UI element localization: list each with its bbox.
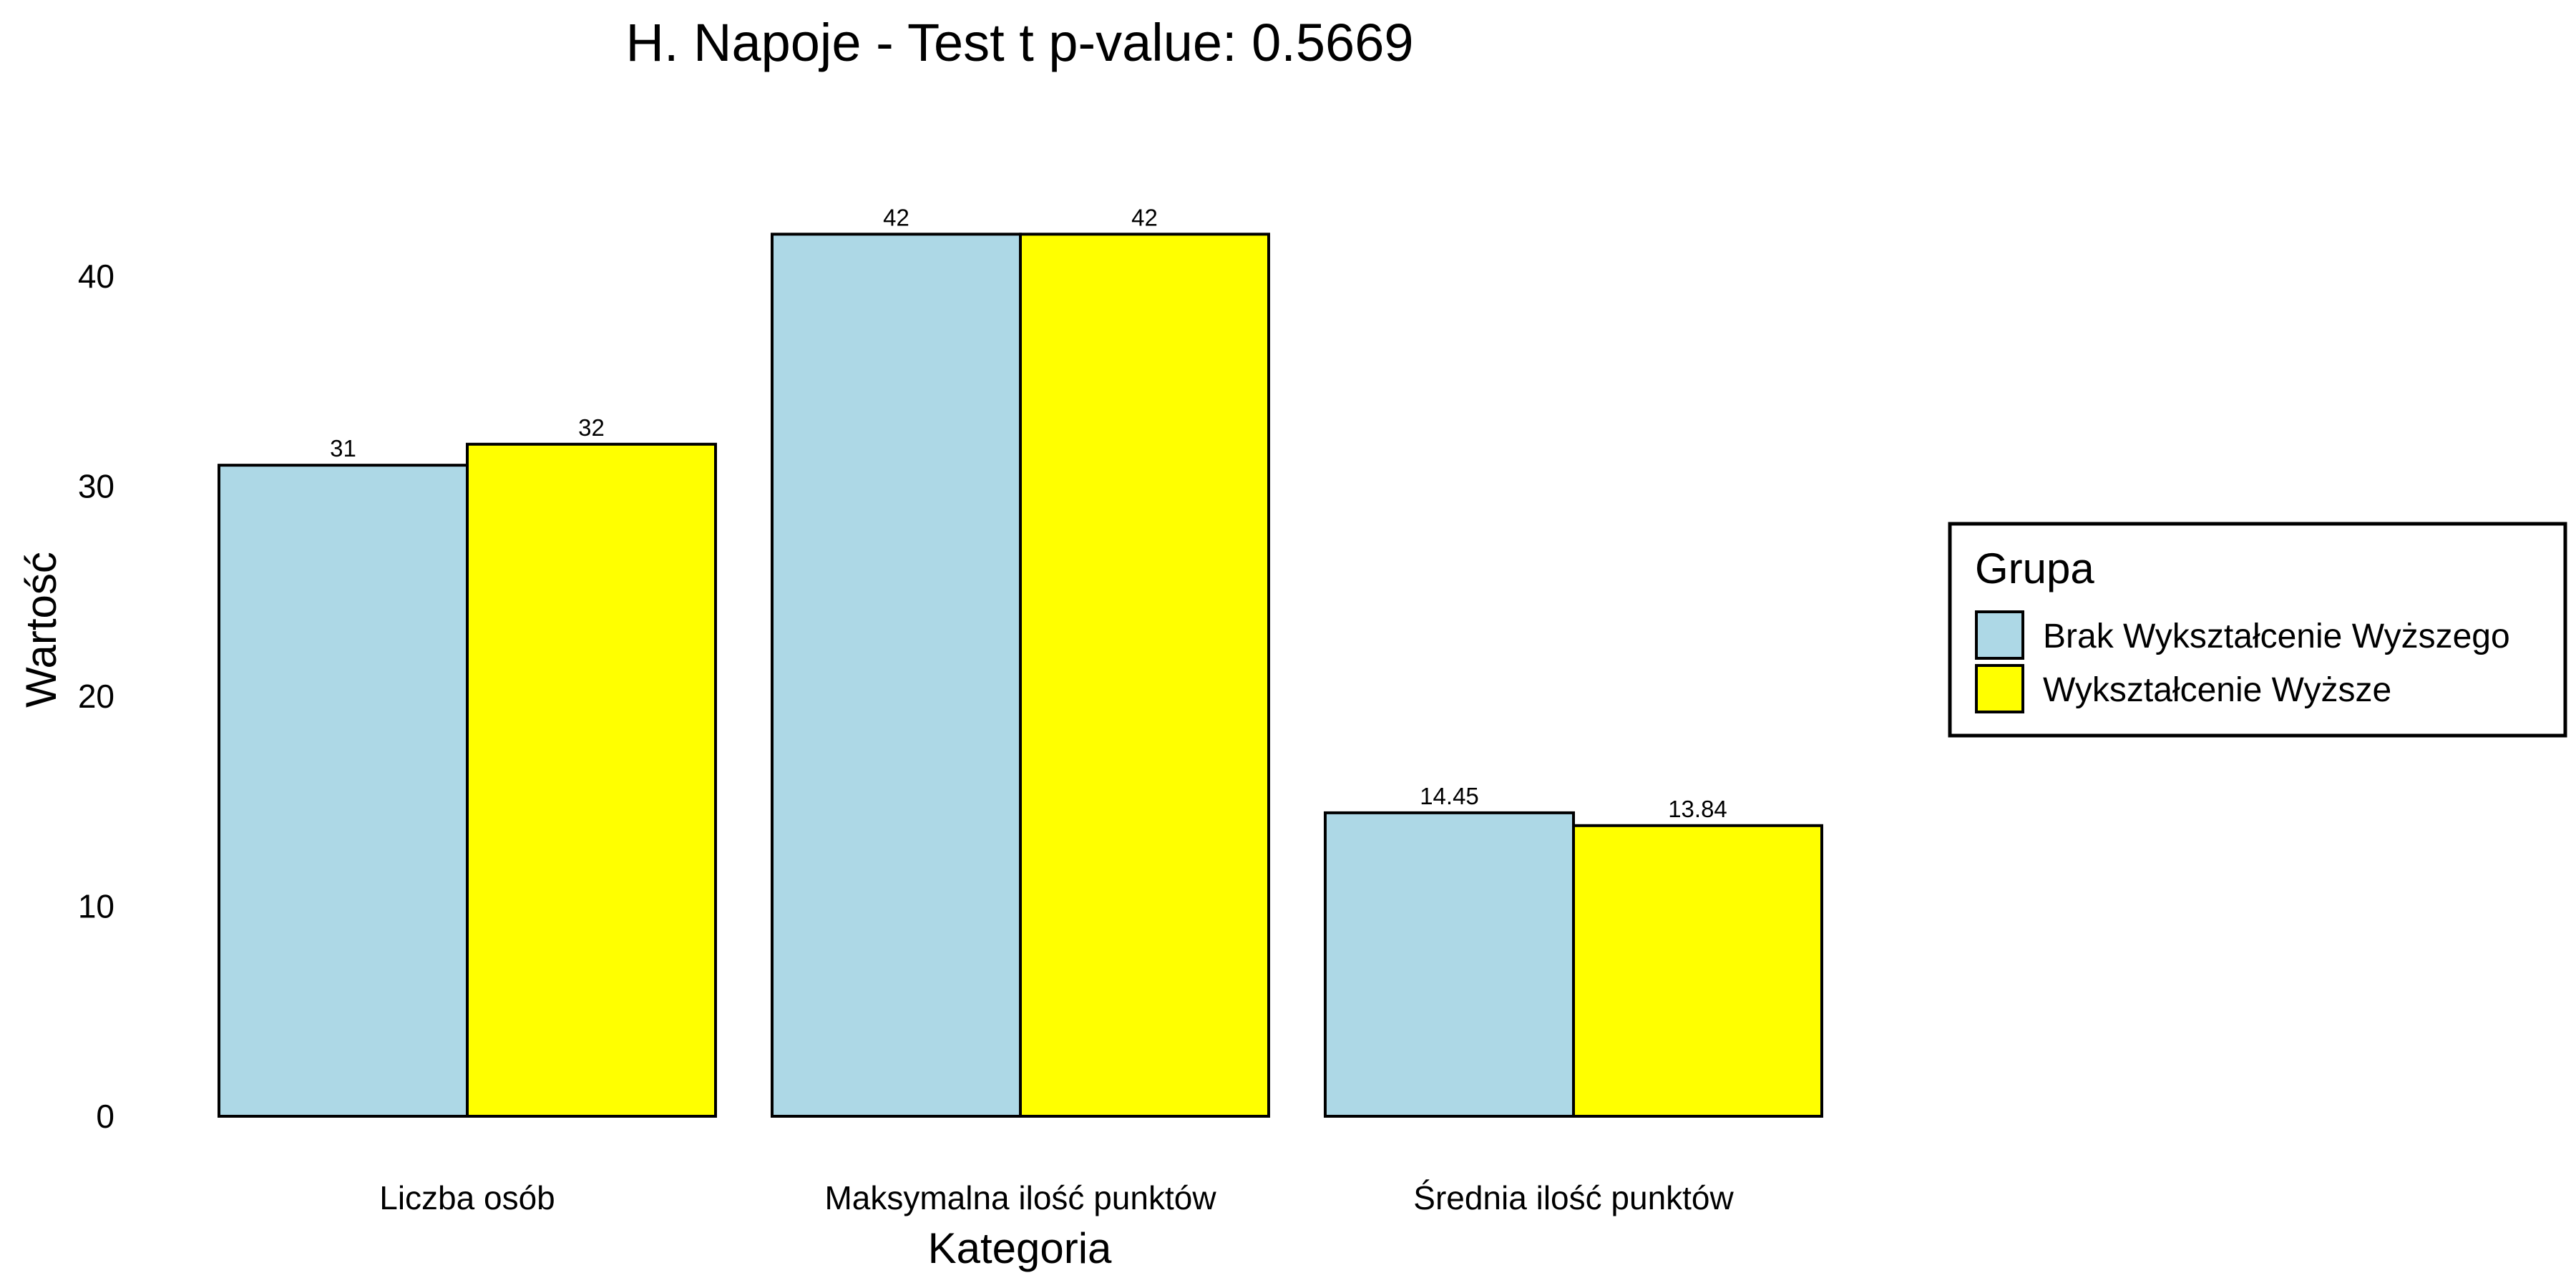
- data-label: 31: [330, 435, 356, 462]
- data-labels-group: 31 32 42 42 14.45 13.84: [330, 204, 1727, 821]
- bar: [771, 233, 1022, 1118]
- legend-label: Wykształcenie Wyższe: [2043, 671, 2391, 709]
- data-label: 42: [1131, 204, 1158, 230]
- y-axis-title: Wartość: [17, 552, 65, 708]
- legend-swatch: [1975, 610, 2024, 660]
- bar: [1572, 824, 1823, 1118]
- legend-title: Grupa: [1975, 545, 2094, 592]
- legend: Grupa Brak Wykształcenie Wyższego Wykszta…: [1948, 522, 2567, 738]
- legend-label: Brak Wykształcenie Wyższego: [2043, 618, 2510, 655]
- x-tick-label: Maksymalna ilość punktów: [824, 1179, 1216, 1216]
- x-axis-ticks: Liczba osób Maksymalna ilość punktów Średn…: [379, 1179, 1734, 1216]
- data-label: 32: [578, 414, 605, 441]
- legend-box: [1948, 522, 2567, 738]
- bar: [1019, 233, 1270, 1118]
- data-label: 42: [883, 204, 909, 230]
- y-tick-label: 20: [78, 678, 114, 715]
- x-axis-title: Kategoria: [928, 1224, 1112, 1272]
- data-label: 13.84: [1668, 796, 1727, 822]
- data-label: 14.45: [1420, 783, 1479, 809]
- y-tick-label: 0: [96, 1098, 114, 1135]
- y-tick-label: 40: [78, 258, 114, 295]
- x-tick-label: Liczba osób: [379, 1179, 555, 1216]
- bars-group: [218, 233, 1823, 1118]
- y-tick-label: 10: [78, 888, 114, 925]
- chart-title: H. Napoje - Test t p-value: 0.5669: [625, 13, 1413, 72]
- bar: [218, 464, 469, 1118]
- y-axis-ticks: 0 10 20 30 40: [78, 258, 114, 1135]
- bar: [466, 442, 717, 1118]
- y-tick-label: 30: [78, 468, 114, 505]
- legend-swatch: [1975, 664, 2024, 713]
- legend-items: Brak Wykształcenie Wyższego Wykształcenie…: [1975, 610, 2510, 713]
- x-tick-label: Średnia ilość punktów: [1413, 1179, 1734, 1216]
- bar: [1324, 811, 1575, 1118]
